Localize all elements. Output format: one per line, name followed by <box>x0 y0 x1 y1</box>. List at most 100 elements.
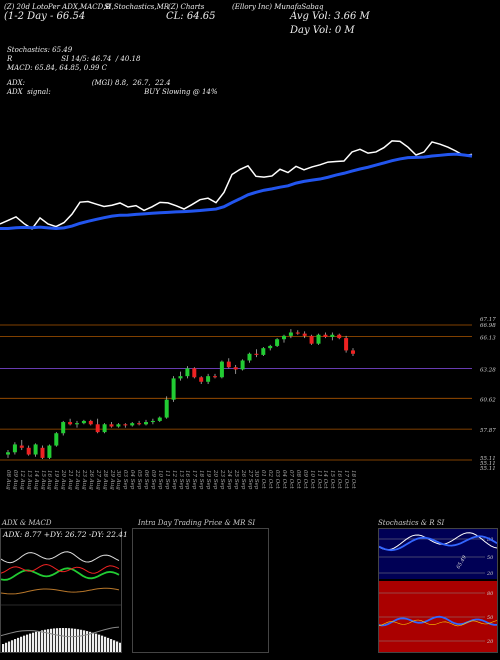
stoch-tick: 50 <box>487 555 494 561</box>
candle-body <box>247 353 252 361</box>
stoch-value: Stochastics: 65.49 <box>7 46 73 54</box>
macd-histogram-bar <box>71 628 74 652</box>
candle-body <box>282 335 286 340</box>
candle-body <box>164 399 169 418</box>
candle-body <box>351 350 355 354</box>
macd-histogram-bar <box>29 633 32 652</box>
date-label: 22 Aug <box>74 470 80 490</box>
date-label: 16 Aug <box>46 470 53 490</box>
date-label: 08 Oct <box>294 470 301 489</box>
candle-body <box>261 348 266 355</box>
candle-body <box>219 361 224 378</box>
adx-value: ADX: (MGI) 8.8, 26.7, 22.4 <box>7 79 171 87</box>
candle-body <box>19 445 24 448</box>
price-label: 66.13 <box>480 336 496 342</box>
intraday-panel-title: Intra Day Trading Price & MR SI <box>138 519 256 527</box>
date-label: 17 Sep <box>191 470 198 490</box>
macd-histogram-bar <box>17 637 20 652</box>
date-label: 27 Aug <box>94 470 101 490</box>
macd-histogram-bar <box>77 629 80 652</box>
date-label: 12 Aug <box>18 470 25 490</box>
date-label: 01 Oct <box>260 470 267 489</box>
adx-signal: ADX signal: BUY Slowing @ 14% <box>7 88 218 96</box>
candle-body <box>288 332 293 336</box>
candle-body <box>157 417 162 421</box>
header-line2: (1-2 Day - 66.54 <box>4 11 86 22</box>
price-line <box>0 140 473 230</box>
macd-histogram-bar <box>35 631 38 652</box>
date-label: 28 Aug <box>101 470 108 490</box>
date-label: 03 Sep <box>122 470 129 490</box>
candle-body <box>116 424 121 427</box>
macd-histogram-bar <box>83 630 86 652</box>
date-label: 30 Aug <box>115 470 122 490</box>
candle-body <box>144 422 148 425</box>
candle-body <box>213 376 217 378</box>
candle-body <box>95 424 100 433</box>
candle-body <box>109 424 114 427</box>
candle-body <box>68 422 73 425</box>
macd-histogram-bar <box>44 629 47 652</box>
date-label: 13 Sep <box>177 470 184 490</box>
date-label: 09 Aug <box>11 470 18 490</box>
macd-histogram-bar <box>8 641 11 652</box>
candle-body <box>233 367 238 370</box>
date-label: 07 Oct <box>287 470 294 489</box>
price-label: 67.17 <box>480 317 496 323</box>
candle-body <box>309 335 314 344</box>
macd-histogram-bar <box>89 631 92 652</box>
candle-body <box>185 368 190 377</box>
candle-body <box>206 376 211 382</box>
date-label: 13 Aug <box>25 470 32 490</box>
date-label: 12 Sep <box>170 470 177 490</box>
macd-histogram-bar <box>86 631 89 652</box>
candle-body <box>61 422 66 434</box>
date-axis: 08 Aug 09 Aug 12 Aug 13 Aug 14 Aug 15 Aug 16 A… <box>0 470 500 505</box>
candle-body <box>302 333 307 336</box>
candle-body <box>254 353 259 355</box>
candle-body <box>192 368 197 378</box>
candle-body <box>240 360 245 370</box>
candle-body <box>137 423 142 425</box>
price-label: 57.87 <box>480 428 496 434</box>
candle-body <box>12 444 17 453</box>
price-label: 63.28 <box>480 368 496 374</box>
macd-histogram-bar <box>20 636 23 652</box>
moving-average-line <box>0 152 473 231</box>
date-label: 24 Sep <box>225 470 232 490</box>
date-label: 04 Sep <box>129 470 136 490</box>
header-line1b: SI,Stochastics,MR <box>104 3 170 11</box>
macd-value: MACD: 65.84, 64.85, 0.99 C <box>7 64 107 72</box>
macd-histogram-bar <box>47 629 50 652</box>
macd-histogram-bar <box>41 630 44 652</box>
macd-histogram-bar <box>59 628 62 652</box>
candle-body <box>54 433 59 446</box>
macd-histogram-bar <box>26 634 29 652</box>
price-label: 60.62 <box>480 397 496 403</box>
candle-body <box>323 334 328 337</box>
date-label: 19 Aug <box>53 470 60 490</box>
header-line1c: (Z) Charts <box>168 3 205 11</box>
date-label: 14 Oct <box>322 470 329 489</box>
candle-body <box>123 424 128 426</box>
adx-macd-plot <box>1 551 121 652</box>
candle-body <box>344 338 349 351</box>
date-label: 17 Oct <box>343 470 350 489</box>
date-label: 09 Oct <box>301 470 308 489</box>
date-label: 09 Sep <box>149 470 156 490</box>
adx-macd-panel: ADX: 8.77 +DY: 26.72 -DY: 22.41 <box>0 528 128 653</box>
date-label: 05 Sep <box>136 470 143 490</box>
stoch-panel-title: Stochastics & R SI <box>378 519 445 527</box>
date-label: 26 Sep <box>239 470 246 490</box>
date-label: 18 Oct <box>350 470 356 489</box>
date-label: 25 Sep <box>232 470 239 490</box>
date-label: 27 Sep <box>246 470 253 490</box>
macd-histogram-bar <box>80 629 83 652</box>
macd-histogram-bar <box>101 635 104 652</box>
macd-histogram-bar <box>11 640 14 652</box>
candle-body <box>102 424 107 433</box>
date-label: 11 Sep <box>163 470 170 490</box>
rsi-value: R SI 14/5: 46.74 / 40.18 <box>7 55 141 63</box>
date-label: 20 Sep <box>212 470 218 490</box>
macd-histogram-bar <box>23 635 26 652</box>
